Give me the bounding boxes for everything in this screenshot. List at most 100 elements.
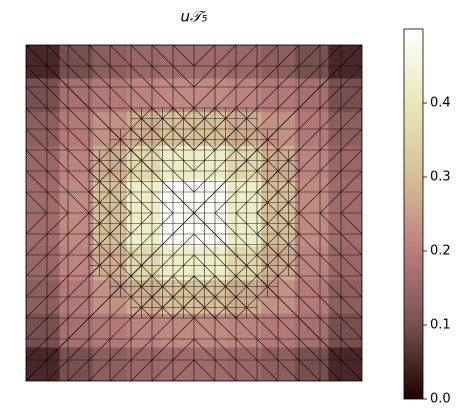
mesh-edge <box>193 317 216 340</box>
cell <box>194 179 229 214</box>
mesh-edge <box>26 128 48 151</box>
mesh-edge <box>109 86 132 109</box>
mesh-edge <box>235 359 258 381</box>
cell <box>160 313 195 348</box>
mesh-edge <box>88 149 111 172</box>
mesh-edge <box>340 275 362 298</box>
cell <box>59 213 94 248</box>
mesh-edge <box>214 86 237 109</box>
mesh-edge <box>298 338 321 361</box>
mesh-edge <box>298 149 321 172</box>
cell <box>294 45 329 80</box>
mesh-edge <box>46 233 69 256</box>
mesh-edge <box>67 65 90 88</box>
mesh-edge <box>298 254 321 277</box>
mesh-edge <box>26 86 48 109</box>
mesh-edge <box>340 128 362 151</box>
mesh-edge <box>340 170 362 193</box>
mesh-edge <box>109 296 132 319</box>
mesh-edge <box>130 338 153 361</box>
mesh-edge <box>67 296 90 319</box>
mesh-edge <box>256 107 279 130</box>
cell <box>227 78 262 113</box>
mesh-edge <box>46 254 69 277</box>
cell <box>328 145 362 180</box>
cell <box>26 347 61 381</box>
mesh-edge <box>319 128 342 151</box>
mesh-edge <box>277 254 300 277</box>
mesh-edge <box>298 191 321 214</box>
mesh-edge <box>340 338 362 361</box>
mesh-edge <box>151 45 174 67</box>
mesh-edge <box>256 170 279 193</box>
mesh-edge <box>256 296 279 319</box>
mesh-edge <box>235 86 258 109</box>
mesh-edge <box>214 65 237 88</box>
cell <box>126 213 161 248</box>
mesh-edge <box>214 107 237 130</box>
mesh-edge <box>172 275 195 298</box>
mesh-edge <box>109 45 132 67</box>
cell <box>328 45 362 80</box>
mesh-edge <box>172 45 195 67</box>
mesh-edge <box>26 45 362 381</box>
mesh-edge <box>193 86 216 109</box>
mesh-edge <box>26 254 48 277</box>
mesh-edge <box>340 65 362 88</box>
mesh-edge <box>319 254 342 277</box>
cell <box>194 246 229 281</box>
mesh-edge <box>298 107 321 130</box>
mesh-edge <box>319 317 342 340</box>
mesh-edge <box>256 338 279 361</box>
mesh-edge <box>67 45 90 67</box>
mesh-edge <box>109 170 132 193</box>
mesh-edge <box>277 338 300 361</box>
mesh-edge <box>88 338 111 361</box>
cell <box>160 145 195 180</box>
mesh-edge <box>88 233 111 256</box>
mesh <box>26 45 362 381</box>
mesh-edge <box>151 275 174 298</box>
mesh-edge <box>109 212 132 235</box>
mesh-edge <box>88 191 111 214</box>
mesh-edge <box>172 338 195 361</box>
cell <box>194 347 229 381</box>
mesh-edge <box>46 170 69 193</box>
mesh-edge <box>277 212 300 235</box>
cell <box>59 246 94 281</box>
colorbar-tick-label: 0.1 <box>430 318 451 333</box>
mesh-edge <box>130 128 153 151</box>
mesh-edge <box>277 170 300 193</box>
cell <box>126 179 161 214</box>
cell <box>227 213 262 248</box>
mesh-edge <box>151 296 174 319</box>
mesh-edge <box>340 254 362 277</box>
mesh-edge <box>109 233 132 256</box>
mesh-edge <box>67 107 90 130</box>
mesh-edge <box>298 296 321 319</box>
mesh-edge <box>193 359 216 381</box>
cell <box>194 313 229 348</box>
cell <box>328 78 362 113</box>
mesh-edge <box>193 107 216 130</box>
mesh-edge <box>277 45 300 67</box>
mesh-edge <box>340 233 362 256</box>
cell <box>26 213 61 248</box>
mesh-edge <box>319 86 342 109</box>
mesh-edge <box>26 275 48 298</box>
mesh-edge <box>277 86 300 109</box>
cell <box>26 313 61 348</box>
mesh-edge <box>67 191 90 214</box>
mesh-edge <box>256 233 279 256</box>
mesh-edge <box>151 338 174 361</box>
mesh-edge <box>130 317 153 340</box>
mesh-edge <box>172 317 195 340</box>
mesh-edge <box>340 212 362 235</box>
mesh-edge <box>298 275 321 298</box>
cell <box>328 313 362 348</box>
cell <box>294 179 329 214</box>
mesh-edge <box>256 317 279 340</box>
mesh-edge <box>319 149 342 172</box>
cell <box>126 45 161 80</box>
